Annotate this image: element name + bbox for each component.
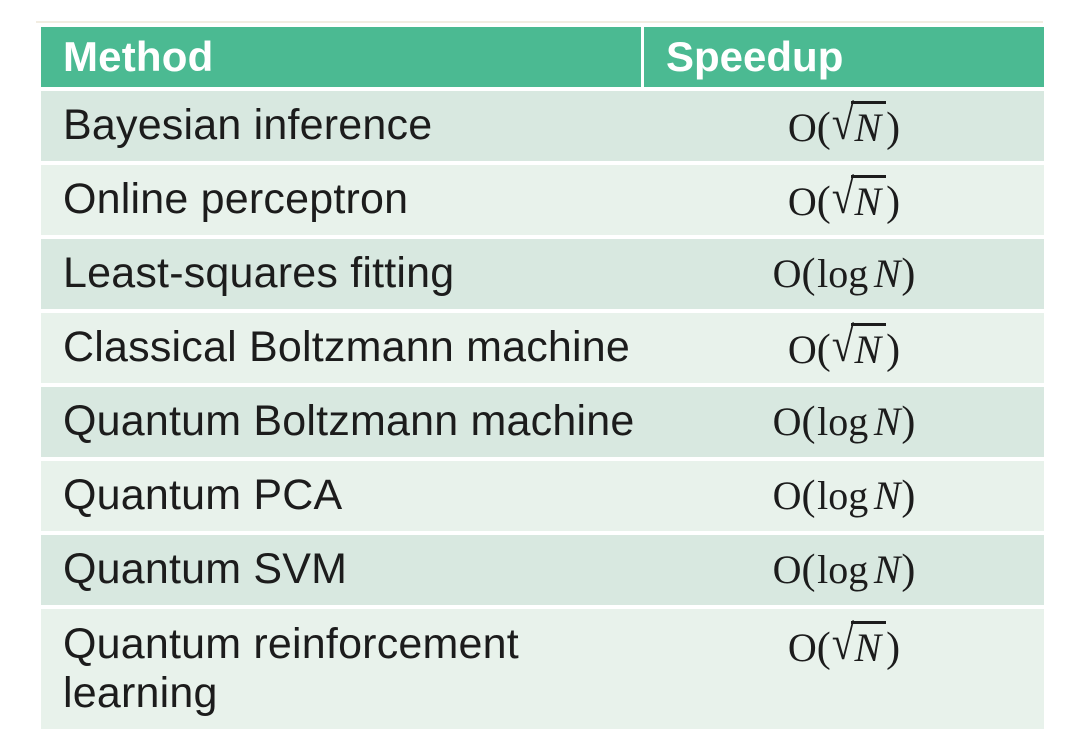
- log-variable: N: [873, 473, 901, 518]
- close-paren: ): [901, 251, 916, 297]
- close-paren: ): [886, 326, 901, 373]
- open-paren: (: [816, 326, 831, 373]
- log-variable: N: [873, 399, 901, 444]
- speedup-formula: O(log N): [773, 472, 916, 520]
- method-cell: Least-squares fitting: [63, 249, 455, 298]
- method-cell: Bayesian inference: [63, 101, 433, 150]
- log-variable: N: [873, 251, 901, 296]
- column-header-method: Method: [41, 27, 641, 87]
- open-paren: (: [816, 178, 831, 225]
- open-paren: (: [816, 104, 831, 151]
- big-o: O: [787, 178, 817, 224]
- square-root: √ N: [831, 94, 887, 151]
- speedup-formula: O(log N): [773, 250, 916, 298]
- big-o: O: [787, 625, 817, 670]
- speedup-cell: O(log N): [644, 239, 1044, 309]
- speedup-formula: O(log N): [773, 398, 916, 446]
- open-paren: (: [801, 473, 816, 519]
- speedup-cell: O(√ N): [644, 313, 1044, 383]
- square-root: √ N: [831, 615, 887, 671]
- table-row: Bayesian inference O(√ N): [41, 91, 1044, 161]
- big-o: O: [772, 473, 802, 518]
- close-paren: ): [886, 178, 901, 225]
- method-cell: Quantum PCA: [63, 471, 343, 520]
- big-o: O: [787, 326, 817, 372]
- table-body: Bayesian inference O(√ N) Online perceptr…: [41, 91, 1044, 729]
- close-paren: ): [886, 104, 901, 151]
- method-cell: Online perceptron: [63, 175, 409, 224]
- close-paren: ): [886, 625, 901, 671]
- speedup-formula: O(√ N): [787, 316, 901, 374]
- big-o: O: [772, 547, 802, 592]
- column-header-speedup: Speedup: [644, 27, 1044, 87]
- radical-sign: √: [831, 94, 854, 150]
- top-artifact-line: [36, 21, 1043, 23]
- radical-sign: √: [831, 168, 854, 224]
- method-cell: Classical Boltzmann machine: [63, 323, 631, 372]
- log-function: log: [817, 251, 869, 296]
- log-variable: N: [873, 547, 901, 592]
- table-row: Quantum PCA O(log N): [41, 461, 1044, 531]
- speedup-cell: O(√ N): [644, 609, 1044, 729]
- table-header-row: Method Speedup: [41, 27, 1044, 87]
- speedup-cell: O(log N): [644, 535, 1044, 605]
- radicand-variable: N: [851, 174, 887, 225]
- table-row: Quantum reinforcement learning O(√ N): [41, 609, 1044, 729]
- speedup-cell: O(√ N): [644, 165, 1044, 235]
- radicand-variable: N: [851, 100, 887, 151]
- speedup-formula: O(log N): [773, 546, 916, 594]
- open-paren: (: [816, 625, 831, 671]
- square-root: √ N: [831, 168, 887, 225]
- open-paren: (: [801, 251, 816, 297]
- table-row: Quantum SVM O(log N): [41, 535, 1044, 605]
- close-paren: ): [901, 399, 916, 445]
- speedup-cell: O(√ N): [644, 91, 1044, 161]
- open-paren: (: [801, 547, 816, 593]
- speedup-cell: O(log N): [644, 461, 1044, 531]
- log-function: log: [817, 473, 869, 518]
- radical-sign: √: [831, 316, 854, 372]
- method-cell: Quantum Boltzmann machine: [63, 397, 635, 446]
- big-o: O: [772, 251, 802, 296]
- table-row: Online perceptron O(√ N): [41, 165, 1044, 235]
- method-cell: Quantum reinforcement learning: [63, 619, 519, 717]
- speedup-formula: O(√ N): [787, 615, 901, 672]
- radicand-variable: N: [851, 621, 887, 671]
- table-row: Quantum Boltzmann machine O(log N): [41, 387, 1044, 457]
- close-paren: ): [901, 547, 916, 593]
- method-cell: Quantum SVM: [63, 545, 348, 594]
- radical-sign: √: [831, 614, 854, 670]
- square-root: √ N: [831, 316, 887, 373]
- open-paren: (: [801, 399, 816, 445]
- radicand-variable: N: [851, 322, 887, 373]
- log-function: log: [817, 547, 869, 592]
- table-row: Classical Boltzmann machine O(√ N): [41, 313, 1044, 383]
- speedup-formula: O(√ N): [787, 168, 901, 226]
- log-function: log: [817, 399, 869, 444]
- close-paren: ): [901, 473, 916, 519]
- speedup-cell: O(log N): [644, 387, 1044, 457]
- speedup-formula: O(√ N): [787, 94, 901, 152]
- big-o: O: [787, 104, 817, 150]
- table-row: Least-squares fitting O(log N): [41, 239, 1044, 309]
- big-o: O: [772, 399, 802, 444]
- speedup-table: Method Speedup Bayesian inference O(√ N) …: [41, 27, 1044, 733]
